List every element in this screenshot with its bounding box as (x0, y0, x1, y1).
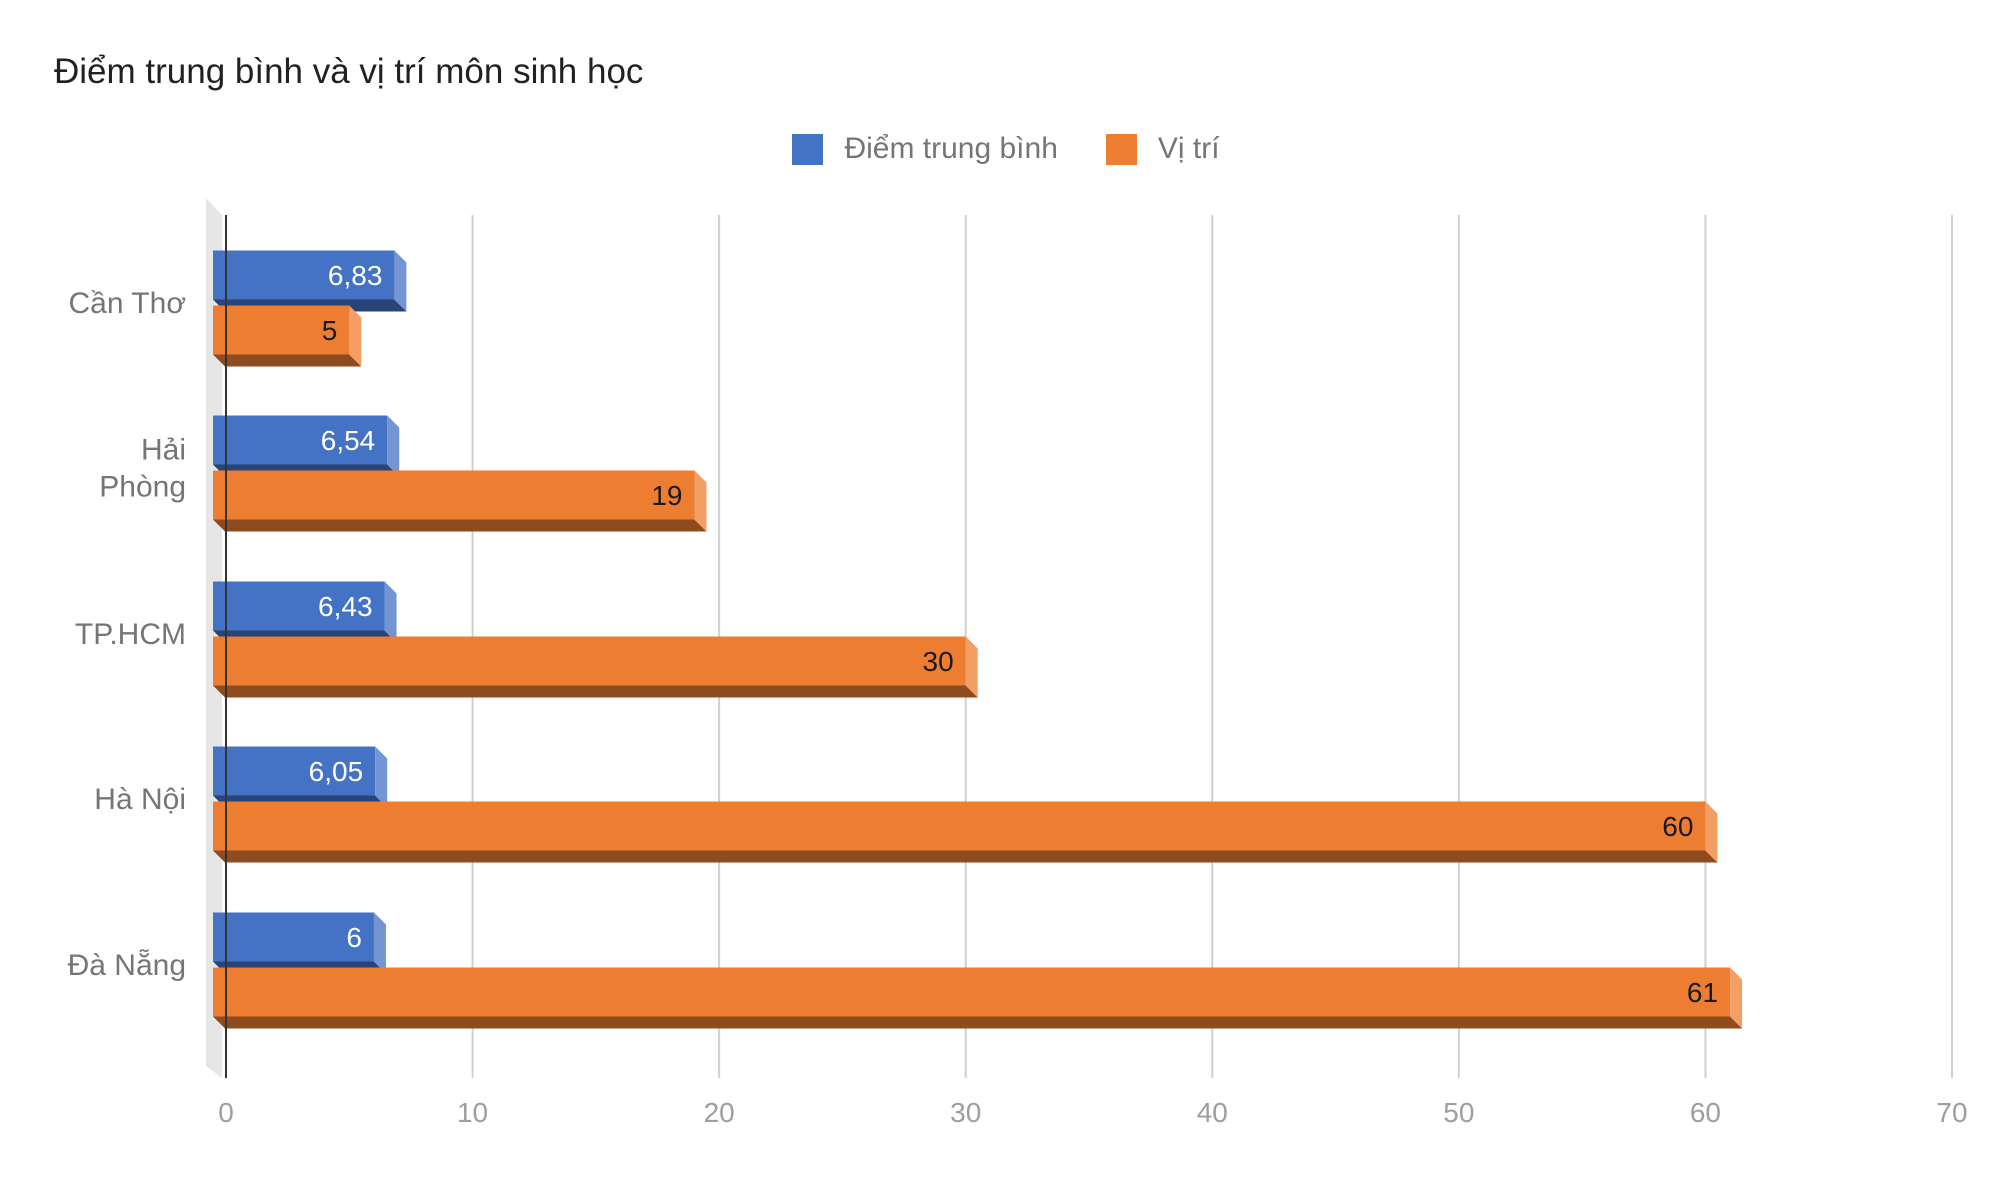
x-tick-label: 60 (1690, 1097, 1721, 1128)
chart-title: Điểm trung bình và vị trí môn sinh học (54, 52, 644, 91)
data-label: 6,83 (328, 260, 383, 291)
bar-end (394, 250, 407, 312)
bar-face (213, 470, 695, 520)
bar (213, 636, 978, 698)
bar-face (213, 415, 388, 465)
bar (213, 801, 1718, 863)
bar-bottom (213, 519, 707, 532)
x-tick-label: 30 (950, 1097, 981, 1128)
data-label: 5 (322, 315, 338, 346)
y-category-label: Cần Thơ (68, 287, 186, 320)
legend-swatch-series-0 (792, 133, 824, 165)
data-label: 61 (1687, 977, 1718, 1008)
bar-end (965, 636, 978, 698)
y-category-label: TP.HCM (75, 618, 186, 651)
x-tick-label: 10 (457, 1097, 488, 1128)
data-label: 60 (1662, 811, 1693, 842)
bar-end (694, 470, 707, 532)
bar-bottom (213, 354, 362, 367)
bar-end (1730, 967, 1743, 1029)
bar (213, 967, 1743, 1029)
data-label: 19 (651, 480, 682, 511)
bar-face (213, 581, 385, 631)
y-category-label: Đà Nẵng (68, 949, 186, 982)
bar-face (213, 746, 376, 796)
x-tick-label: 0 (218, 1097, 234, 1128)
legend-label-series-1: Vị trí (1157, 132, 1220, 165)
data-label: 6,05 (309, 756, 364, 787)
data-label: 6,54 (321, 425, 376, 456)
bar-end (1705, 801, 1718, 863)
y-category-label: Hải Phòng (99, 434, 186, 504)
bar (213, 305, 362, 367)
bar-bottom (213, 1016, 1743, 1029)
legend-item-series-0[interactable]: Điểm trung bình (792, 132, 1058, 166)
bar-bottom (213, 685, 978, 698)
x-tick-label: 50 (1443, 1097, 1474, 1128)
bar-face (213, 305, 350, 355)
bar (213, 470, 707, 532)
x-tick-label: 40 (1197, 1097, 1228, 1128)
bar-face (213, 912, 374, 962)
bar-end (387, 415, 400, 477)
legend-item-series-1[interactable]: Vị trí (1105, 132, 1220, 166)
bar-end (375, 746, 388, 808)
bar-face (213, 967, 1731, 1017)
bar-end (373, 912, 386, 974)
data-label: 30 (923, 646, 954, 677)
legend: Điểm trung bình Vị trí (0, 132, 2000, 166)
bar-face (213, 250, 395, 300)
bar-end (384, 581, 397, 643)
legend-label-series-0: Điểm trung bình (844, 132, 1058, 165)
data-label: 6 (346, 922, 362, 953)
legend-swatch-series-1 (1105, 133, 1137, 165)
y-category-label: Hà Nội (94, 783, 186, 816)
bar-bottom (213, 850, 1718, 863)
bar-face (213, 636, 966, 686)
bar-end (349, 305, 362, 367)
data-label: 6,43 (318, 591, 373, 622)
bar (213, 250, 407, 312)
bar-face (213, 801, 1706, 851)
x-tick-label: 20 (704, 1097, 735, 1128)
x-tick-label: 70 (1936, 1097, 1967, 1128)
